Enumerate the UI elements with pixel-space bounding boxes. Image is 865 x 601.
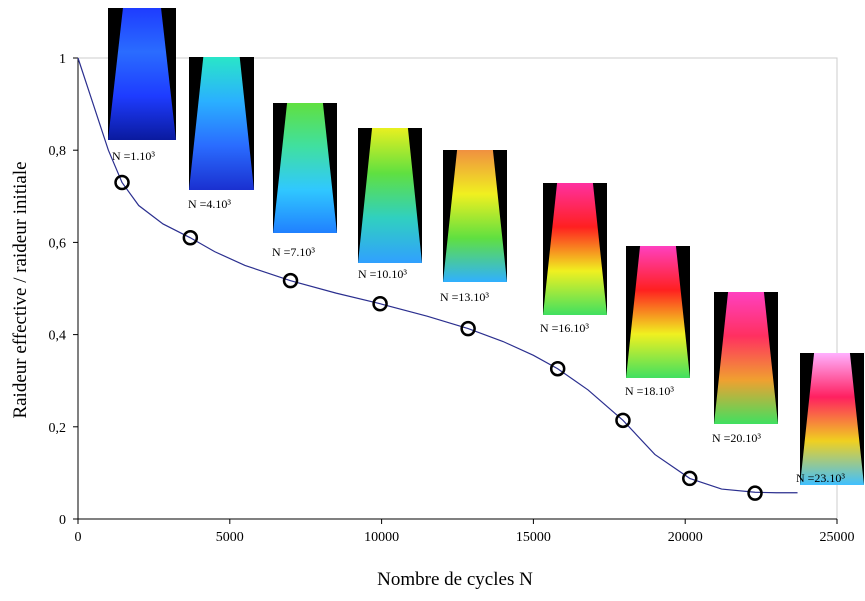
annotation: N =4.10³ xyxy=(188,197,231,211)
data-point xyxy=(372,295,388,312)
thumb xyxy=(626,246,690,378)
data-point xyxy=(615,412,631,429)
thumb xyxy=(714,292,778,424)
y-tick-label: 0,6 xyxy=(49,236,67,251)
annotation: N =20.10³ xyxy=(712,431,761,445)
thumb xyxy=(273,103,337,233)
data-point xyxy=(282,272,299,289)
curve xyxy=(77,57,798,494)
x-tick-label: 20000 xyxy=(668,530,703,545)
x-axis-label: Nombre de cycles N xyxy=(377,569,533,590)
x-tick-label: 15000 xyxy=(516,530,551,545)
annotation: N =7.10³ xyxy=(272,245,315,259)
x-tick-label: 10000 xyxy=(364,530,399,545)
annotation: N =16.10³ xyxy=(540,321,589,335)
annotation: N =1.10³ xyxy=(112,149,155,163)
x-tick-label: 0 xyxy=(75,530,82,545)
y-tick-label: 1 xyxy=(59,52,66,67)
data-point xyxy=(460,320,476,337)
data-point xyxy=(182,230,199,246)
data-point xyxy=(549,360,566,377)
thumb xyxy=(189,57,254,190)
thumb xyxy=(800,353,864,485)
thumb xyxy=(543,183,607,315)
annotation: N =13.10³ xyxy=(440,290,489,304)
y-tick-label: 0 xyxy=(59,513,66,528)
thumb xyxy=(358,128,422,263)
data-point xyxy=(682,470,698,487)
y-axis-label: Raideur effective / raideur initiale xyxy=(10,161,31,418)
y-tick-label: 0,4 xyxy=(49,329,67,344)
thumb xyxy=(108,8,176,140)
data-point xyxy=(114,174,130,191)
x-tick-label: 25000 xyxy=(820,530,855,545)
y-tick-label: 0,2 xyxy=(49,421,67,436)
annotation: N =23.10³ xyxy=(796,471,845,485)
y-tick-label: 0,8 xyxy=(49,144,67,159)
annotation: N =18.10³ xyxy=(625,384,674,398)
thumb xyxy=(443,150,507,282)
data-point xyxy=(747,485,763,501)
annotation: N =10.10³ xyxy=(358,267,407,281)
x-tick-label: 5000 xyxy=(216,530,244,545)
